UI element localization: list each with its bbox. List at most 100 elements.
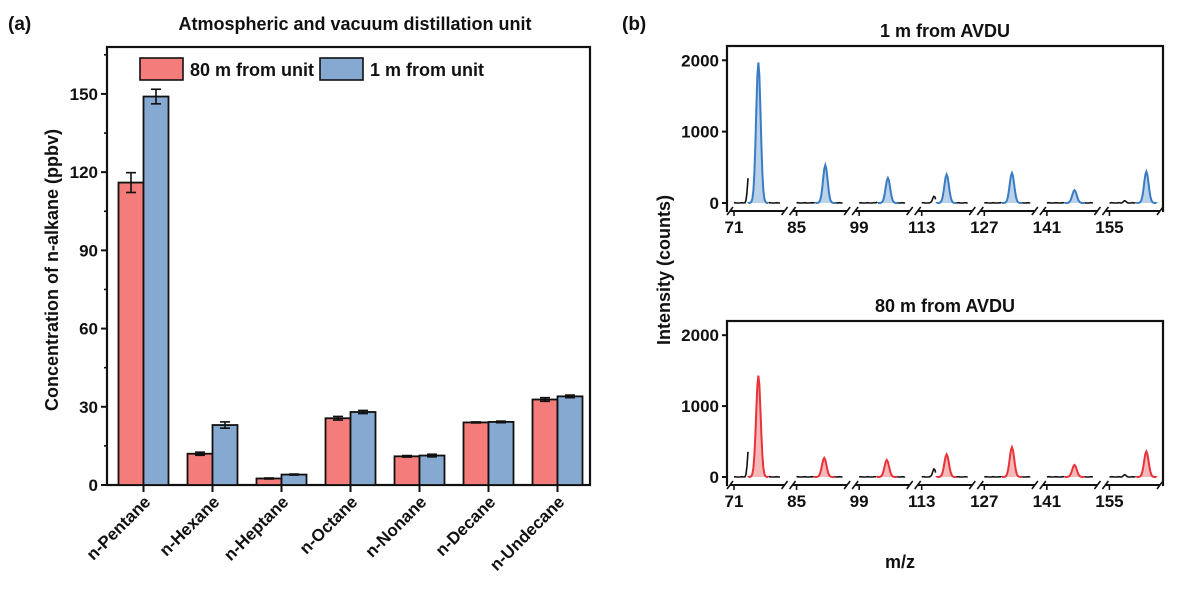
x-tick-label: 99 (850, 492, 869, 511)
axis-break-mark (780, 206, 789, 216)
highlight-peak-fill (1001, 173, 1022, 203)
axis-break-mark (914, 206, 922, 216)
highlight-peak-fill (877, 178, 898, 203)
x-tick-label: 141 (1033, 218, 1061, 237)
bar-80m (462, 421, 490, 486)
axis-break-mark (1156, 480, 1164, 490)
highlight-peak-line (935, 451, 958, 478)
highlight-peak-line (1063, 463, 1086, 478)
highlight-peak-line (1135, 448, 1158, 478)
axis-break-mark (788, 206, 797, 216)
x-tick-label: n-Undecane (486, 492, 568, 574)
black-trace (1109, 473, 1136, 478)
panel-a-label: (a) (8, 14, 31, 35)
axis-break-mark (906, 206, 914, 216)
axis-break-mark (843, 206, 851, 216)
bar-1m (211, 424, 239, 486)
axis-break-mark (968, 206, 976, 216)
highlight-peak-line (1135, 168, 1158, 204)
y-tick-label: 90 (79, 241, 98, 260)
bar-1m (418, 454, 446, 486)
axis-break-mark (851, 206, 859, 216)
axis-break-mark (726, 206, 734, 216)
x-tick-label: 127 (970, 492, 998, 511)
y-tick-label: 30 (79, 398, 98, 417)
axis-break-mark (1101, 480, 1110, 490)
y-tick-label: 2000 (681, 51, 719, 70)
legend-swatch (319, 57, 364, 81)
bar-80m (186, 452, 214, 486)
x-tick-label: 99 (850, 218, 869, 237)
y-tick-label: 0 (710, 468, 719, 487)
highlight-peak-fill (876, 459, 897, 477)
axis-break-mark (1101, 206, 1110, 216)
panel-a-ylabel: Concentration of n-alkane (ppbv) (42, 129, 62, 411)
legend-label: 1 m from unit (370, 60, 484, 80)
panel-b-label: (b) (622, 14, 646, 35)
subplot-title: 80 m from AVDU (875, 296, 1015, 316)
bar-1m (142, 95, 170, 486)
highlight-peak-fill (1136, 451, 1157, 477)
x-tick-label: 127 (970, 218, 998, 237)
black-trace (796, 201, 843, 204)
highlight-peak-line (813, 455, 836, 478)
black-trace (733, 178, 780, 204)
axis-break-mark (906, 480, 914, 490)
highlight-peak-line (814, 161, 837, 204)
y-tick-label: 60 (79, 320, 98, 339)
x-tick-label: 155 (1095, 218, 1123, 237)
x-tick-label: 85 (787, 492, 806, 511)
axis-break-mark (976, 480, 984, 490)
x-tick-label: 155 (1095, 492, 1123, 511)
axis-break-mark (1031, 480, 1039, 490)
x-tick-label: 113 (908, 492, 935, 511)
y-tick-label: 2000 (681, 326, 719, 345)
bar-80m (117, 181, 145, 486)
x-tick-label: n-Octane (296, 492, 362, 558)
y-tick-label: 150 (70, 85, 98, 104)
highlight-peak-line (1000, 444, 1023, 478)
highlight-peak-fill (748, 375, 769, 477)
axis-break-mark (726, 480, 734, 490)
x-tick-label: n-Pentane (83, 492, 155, 564)
highlight-peak-line (1063, 188, 1086, 204)
black-trace (921, 468, 968, 478)
highlight-peak-line (747, 375, 770, 478)
x-tick-label: 85 (787, 218, 806, 237)
highlight-peak-fill (1064, 464, 1085, 477)
y-tick-label: 120 (70, 163, 98, 182)
highlight-peak-line (875, 458, 898, 478)
legend-swatch (139, 57, 184, 81)
black-trace (859, 201, 906, 204)
legend-label: 80 m from unit (190, 60, 314, 80)
y-tick-label: 1000 (681, 397, 719, 416)
axis-break-mark (1039, 206, 1047, 216)
bar-80m (393, 455, 421, 486)
subplot-title: 1 m from AVDU (880, 21, 1010, 41)
x-tick-label: n-Nonane (361, 492, 430, 561)
highlight-peak-fill (814, 457, 835, 477)
axis-break-mark (968, 480, 976, 490)
x-tick-label: 113 (908, 218, 935, 237)
black-trace (733, 451, 780, 478)
highlight-peak-line (1000, 170, 1023, 204)
axis-break-mark (851, 480, 859, 490)
highlight-peak-fill (748, 62, 769, 203)
panel-b-spectra: (b) Intensity (counts) m/z 1 m from AVDU… (622, 14, 1165, 572)
axis-break-mark (976, 206, 984, 216)
axis-break-mark (1093, 206, 1102, 216)
highlight-peak-line (876, 175, 899, 204)
y-tick-label: 0 (710, 194, 719, 213)
highlight-peak-line (747, 62, 770, 204)
bar-1m (280, 473, 308, 486)
axis-break-mark (780, 480, 789, 490)
bar-80m (324, 417, 352, 486)
x-tick-label: n-Heptane (220, 492, 292, 564)
highlight-peak-fill (936, 454, 957, 477)
axis-break-mark (843, 480, 851, 490)
panel-a-bar-chart: (a) Atmospheric and vacuum distillation … (8, 14, 592, 575)
black-trace (1109, 199, 1136, 204)
x-tick-label: 71 (725, 492, 744, 511)
highlight-peak-fill (936, 174, 957, 203)
